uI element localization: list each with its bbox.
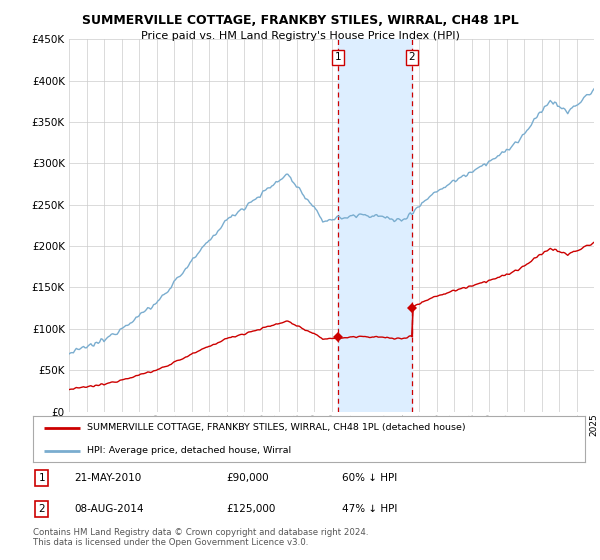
Text: Price paid vs. HM Land Registry's House Price Index (HPI): Price paid vs. HM Land Registry's House …: [140, 31, 460, 41]
Text: 1: 1: [335, 52, 341, 62]
Text: 08-AUG-2014: 08-AUG-2014: [74, 504, 144, 514]
Text: 2: 2: [409, 52, 415, 62]
Text: HPI: Average price, detached house, Wirral: HPI: Average price, detached house, Wirr…: [87, 446, 291, 455]
Bar: [338, 39, 412, 412]
Text: SUMMERVILLE COTTAGE, FRANKBY STILES, WIRRAL, CH48 1PL (detached house): SUMMERVILLE COTTAGE, FRANKBY STILES, WIR…: [87, 423, 466, 432]
Text: SUMMERVILLE COTTAGE, FRANKBY STILES, WIRRAL, CH48 1PL: SUMMERVILLE COTTAGE, FRANKBY STILES, WIR…: [82, 14, 518, 27]
Text: 21-MAY-2010: 21-MAY-2010: [74, 473, 142, 483]
Text: £125,000: £125,000: [226, 504, 275, 514]
Text: 60% ↓ HPI: 60% ↓ HPI: [342, 473, 397, 483]
Text: 1: 1: [38, 473, 45, 483]
Text: Contains HM Land Registry data © Crown copyright and database right 2024.
This d: Contains HM Land Registry data © Crown c…: [33, 528, 368, 547]
Text: £90,000: £90,000: [226, 473, 269, 483]
Text: 2: 2: [38, 504, 45, 514]
Text: 47% ↓ HPI: 47% ↓ HPI: [342, 504, 397, 514]
